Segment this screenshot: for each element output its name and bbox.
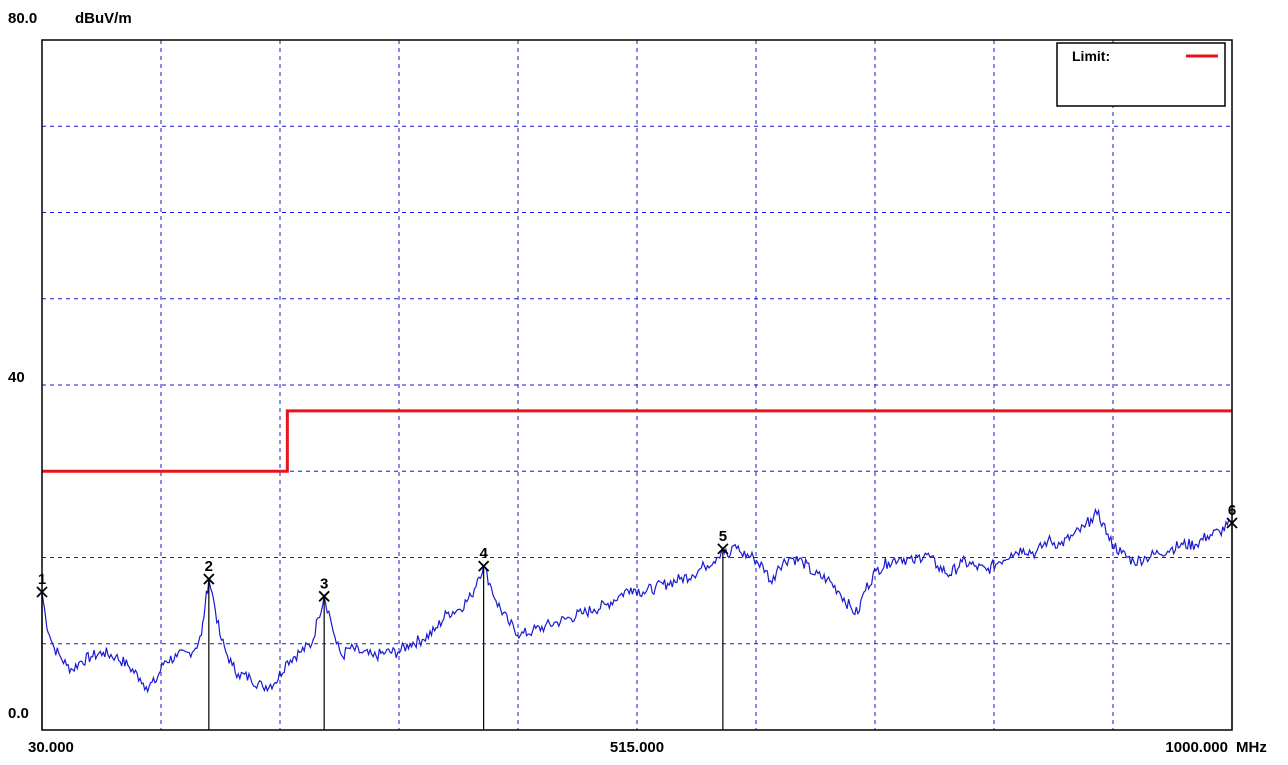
marker-label: 3 (320, 575, 328, 592)
marker-label: 4 (479, 545, 488, 562)
tick-labels: 80.0 40 0.0 30.000 515.000 1000.000 (8, 10, 1228, 756)
limit-line-path (42, 409, 1232, 473)
y-tick-label: 40 (8, 369, 25, 386)
x-tick-label: 1000.000 (1165, 739, 1228, 756)
marker-label: 2 (205, 558, 213, 575)
legend-box (1056, 42, 1226, 107)
axes (41, 39, 1233, 731)
grid-lines (42, 40, 1232, 730)
marker-x-icon (318, 590, 330, 602)
measurement-trace (41, 507, 1233, 694)
legend-label: Limit: (1072, 48, 1110, 64)
y-unit-label: dBuV/m (75, 10, 132, 27)
trace-path (41, 507, 1233, 694)
marker-x-icon (203, 573, 215, 585)
x-tick-label: 515.000 (610, 739, 664, 756)
x-tick-label: 30.000 (28, 739, 74, 756)
limit-line (42, 409, 1232, 473)
y-tick-label: 80.0 (8, 10, 37, 27)
x-unit-label: MHz (1236, 739, 1267, 756)
legend: Limit: (1056, 42, 1226, 107)
plot-frame (41, 39, 1233, 731)
marker-x-icon (478, 560, 490, 572)
marker-x-icon (717, 543, 729, 555)
marker-label: 5 (719, 528, 727, 545)
y-tick-label: 0.0 (8, 705, 29, 722)
